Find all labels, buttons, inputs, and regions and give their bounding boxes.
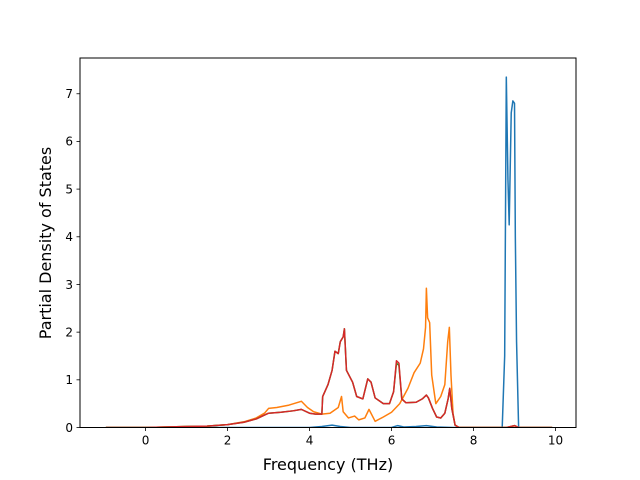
series-line-2 [105, 287, 553, 428]
y-axis-label: Partial Density of States [36, 147, 55, 339]
x-axis-label: Frequency (THz) [263, 455, 393, 474]
x-tick-label: 6 [388, 434, 396, 448]
x-tick-label: 0 [142, 434, 150, 448]
y-tick-label: 4 [65, 230, 73, 244]
x-tick-label: 2 [224, 434, 232, 448]
y-tick-label: 3 [65, 278, 73, 292]
plot-frame [79, 57, 577, 428]
y-axis: 0 1 2 3 4 5 6 7 [65, 87, 80, 435]
x-tick-label: 8 [470, 434, 478, 448]
y-tick-label: 1 [65, 373, 73, 387]
y-tick-label: 2 [65, 325, 73, 339]
y-tick-label: 7 [65, 87, 73, 101]
x-axis: 0 2 4 6 8 10 [142, 427, 563, 448]
series-line-4 [105, 328, 553, 428]
y-tick-label: 0 [65, 421, 73, 435]
x-tick-label: 10 [548, 434, 563, 448]
x-tick-label: 4 [306, 434, 314, 448]
y-tick-label: 5 [65, 182, 73, 196]
y-tick-label: 6 [65, 135, 73, 149]
